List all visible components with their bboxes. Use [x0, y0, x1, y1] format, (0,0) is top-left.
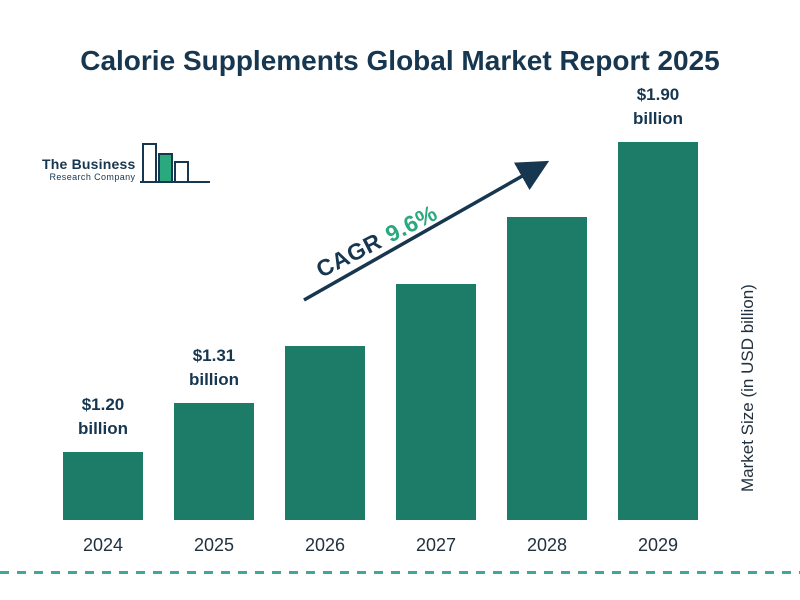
bars-row: $1.20 billion $1.31 billion $1.90 billion	[63, 60, 698, 520]
bar-value-label: $1.31 billion	[188, 345, 240, 390]
bar-2024	[63, 452, 143, 520]
bar-2028	[507, 217, 587, 520]
company-logo-text: The Business Research Company	[42, 156, 135, 182]
y-axis-label: Market Size (in USD billion)	[738, 284, 757, 492]
x-axis-label: 2024	[82, 535, 124, 555]
bar-value-label: $1.20 billion	[77, 394, 129, 439]
page-title: Calorie Supplements Global Market Report…	[80, 44, 720, 76]
bar-2025	[174, 403, 254, 520]
logo-subname: Research Company	[49, 171, 136, 182]
bottom-dashed-divider	[0, 571, 800, 574]
x-axis-label: 2026	[304, 535, 346, 555]
growth-arrow-icon	[296, 146, 568, 319]
bar-2026	[285, 346, 365, 520]
bar-2029	[618, 142, 698, 520]
company-logo: The Business Research Company	[42, 140, 212, 197]
x-axis-label: 2029	[637, 535, 679, 555]
bar-column	[507, 217, 587, 520]
bar-column: $1.20 billion	[63, 393, 143, 520]
bar-column: $1.31 billion	[174, 344, 254, 520]
x-axis-labels: 2024 2025 2026 2027 2028 2029	[63, 535, 698, 556]
bar-column: $1.90 billion	[618, 83, 698, 520]
bar-value-label: $1.90 billion	[632, 84, 684, 129]
x-axis-label: 2025	[193, 535, 235, 555]
logo-name: The Business	[42, 155, 136, 172]
bar-column	[396, 284, 476, 520]
bar-chart-logo-icon	[140, 140, 212, 197]
bar-2027	[396, 284, 476, 520]
x-axis-label: 2028	[526, 535, 568, 555]
bar-column	[285, 346, 365, 520]
x-axis-label: 2027	[415, 535, 457, 555]
